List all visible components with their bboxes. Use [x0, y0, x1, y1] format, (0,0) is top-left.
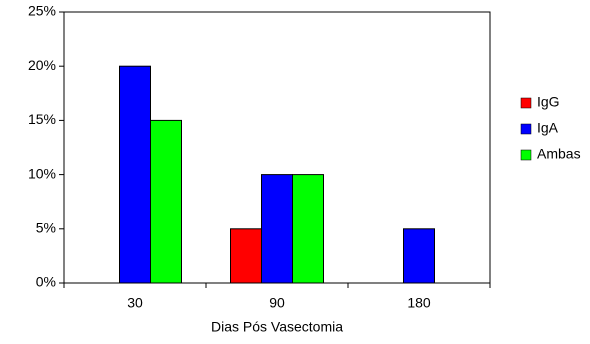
y-tick-label: 10%	[28, 165, 56, 181]
y-tick-label: 25%	[28, 3, 56, 19]
bar	[403, 228, 435, 284]
y-tick-label: 0%	[36, 274, 56, 290]
x-axis-label: Dias Pós Vasectomia	[211, 319, 343, 335]
y-tick-label: 20%	[28, 57, 56, 73]
x-tick-label: 180	[407, 295, 431, 311]
legend-label: IgG	[537, 94, 560, 110]
legend-label: IgA	[537, 120, 559, 136]
legend-swatch	[520, 123, 532, 135]
bar	[150, 119, 182, 284]
bar	[292, 174, 324, 284]
y-tick-label: 15%	[28, 111, 56, 127]
x-tick-label: 30	[127, 295, 143, 311]
legend-swatch	[520, 97, 532, 109]
bar	[230, 228, 262, 284]
legend-label: Ambas	[537, 146, 581, 162]
bar	[261, 174, 293, 284]
y-tick-label: 5%	[36, 220, 56, 236]
bar	[119, 65, 151, 284]
legend-swatch	[520, 149, 532, 161]
x-tick-label: 90	[269, 295, 285, 311]
